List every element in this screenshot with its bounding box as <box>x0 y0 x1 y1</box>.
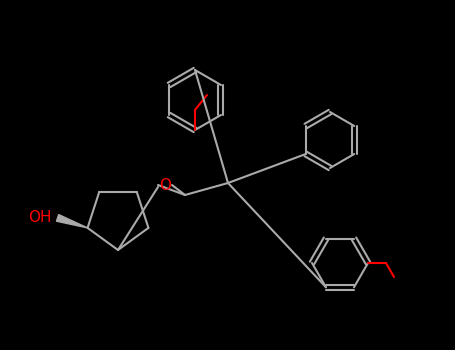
Text: O: O <box>159 177 171 192</box>
Text: OH: OH <box>28 210 51 225</box>
Polygon shape <box>56 215 87 228</box>
